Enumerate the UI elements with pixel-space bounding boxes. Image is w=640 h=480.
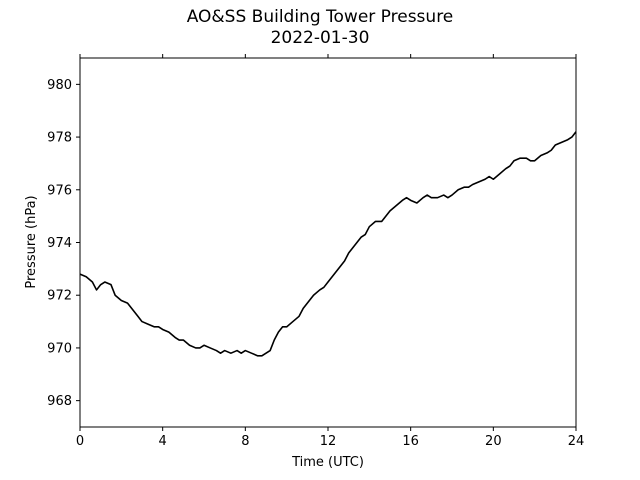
y-tick-label-970: 970 bbox=[47, 341, 72, 356]
plot-frame bbox=[79, 57, 577, 428]
y-tick-label-974: 974 bbox=[47, 236, 72, 251]
x-tick-label-0: 0 bbox=[76, 434, 84, 449]
x-tick-label-16: 16 bbox=[402, 434, 419, 449]
chart-subtitle: 2022-01-30 bbox=[270, 28, 370, 48]
x-tick-label-4: 4 bbox=[159, 434, 167, 449]
x-tick-label-12: 12 bbox=[320, 434, 337, 449]
y-tick-label-976: 976 bbox=[47, 183, 72, 198]
y-tick-label-968: 968 bbox=[47, 394, 72, 409]
chart-title: AO&SS Building Tower Pressure bbox=[186, 7, 454, 27]
pressure-series-line bbox=[79, 131, 577, 357]
x-tick-label-8: 8 bbox=[241, 434, 249, 449]
y-axis-label: Pressure (hPa) bbox=[24, 195, 39, 288]
y-tick-label-980: 980 bbox=[47, 78, 72, 93]
y-axis: 968 970 972 974 976 978 980 bbox=[47, 78, 80, 409]
x-axis-label: Time (UTC) bbox=[291, 455, 364, 470]
x-axis: 0 4 8 12 16 20 24 bbox=[76, 54, 584, 449]
x-tick-label-24: 24 bbox=[568, 434, 585, 449]
y-tick-label-972: 972 bbox=[47, 289, 72, 304]
y-tick-label-978: 978 bbox=[47, 131, 72, 146]
x-tick-label-20: 20 bbox=[485, 434, 502, 449]
